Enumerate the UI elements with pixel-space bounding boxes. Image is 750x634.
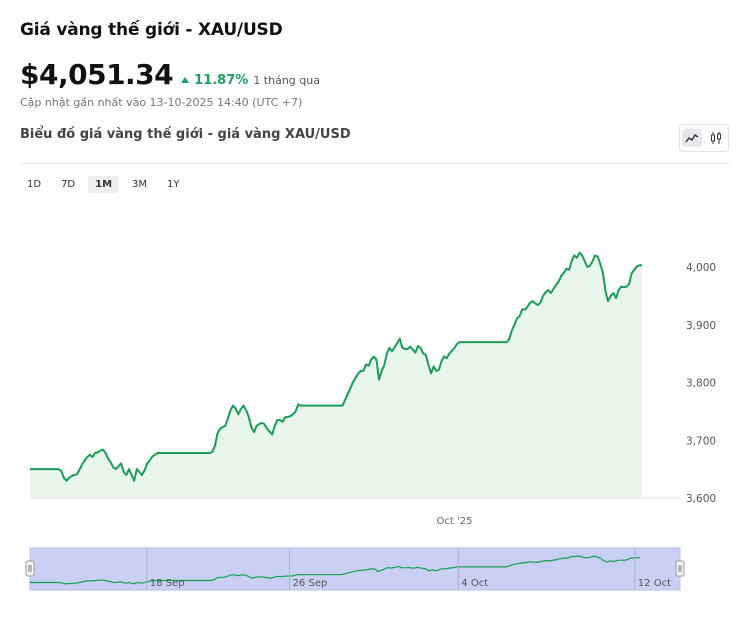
candlestick-icon[interactable]	[706, 129, 726, 147]
line-chart-icon[interactable]	[682, 129, 702, 147]
y-tick-label: 3,700	[686, 435, 716, 447]
y-tick-label: 3,600	[686, 493, 716, 505]
navigator-handle-left[interactable]	[25, 560, 35, 577]
range-selector: 1D 7D 1M 3M 1Y	[20, 176, 187, 193]
range-1y[interactable]: 1Y	[167, 179, 180, 190]
x-tick-label: Oct '25	[437, 516, 473, 527]
navigator-tick-label: 18 Sep	[150, 578, 185, 589]
y-tick-label: 4,000	[686, 262, 716, 274]
last-updated: Cập nhật gần nhất vào 13-10-2025 14:40 (…	[20, 96, 303, 109]
current-price: $4,051.34	[20, 58, 174, 91]
price-row: $4,051.34 11.87% 1 tháng qua	[20, 58, 320, 91]
change-percent: 11.87%	[194, 73, 249, 88]
navigator-tick-label: 26 Sep	[293, 578, 328, 589]
navigator-tick-label: 4 Oct	[461, 578, 488, 589]
range-7d[interactable]: 7D	[61, 179, 76, 190]
chart-type-toggle	[679, 124, 729, 152]
change-period: 1 tháng qua	[253, 74, 320, 87]
chart-subtitle: Biểu đồ giá vàng thế giới - giá vàng XAU…	[20, 127, 351, 142]
up-arrow-icon	[181, 77, 190, 83]
series-line	[30, 251, 642, 482]
price-change: 11.87% 1 tháng qua	[181, 73, 320, 88]
navigator-tick-label: 12 Oct	[638, 578, 671, 589]
y-tick-label: 3,900	[686, 320, 716, 332]
section-divider	[20, 163, 730, 164]
area-fill	[30, 252, 642, 498]
range-1m[interactable]: 1M	[88, 176, 120, 193]
navigator-line	[30, 555, 640, 585]
page-title: Giá vàng thế giới - XAU/USD	[20, 20, 283, 40]
y-tick-label: 3,800	[686, 378, 716, 390]
navigator-handle-right[interactable]	[675, 560, 685, 577]
navigator-window	[29, 547, 681, 591]
range-3m[interactable]: 3M	[132, 179, 148, 190]
range-1d[interactable]: 1D	[27, 179, 42, 190]
